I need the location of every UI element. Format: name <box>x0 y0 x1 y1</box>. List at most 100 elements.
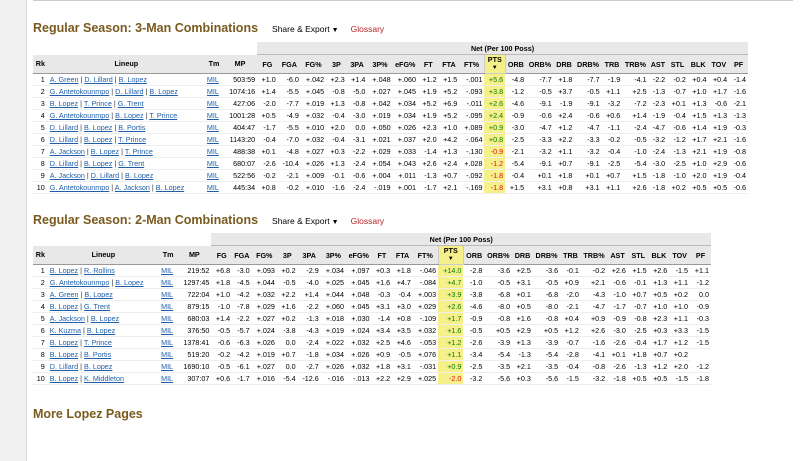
column-header-rk[interactable]: Rk <box>33 54 48 74</box>
team-link[interactable]: MIL <box>204 109 224 122</box>
player-link[interactable]: R. Rollins <box>84 266 115 275</box>
column-header-pts[interactable]: PTS ▼ <box>437 245 464 265</box>
column-header-fg[interactable]: FG <box>257 54 278 74</box>
column-header-fg-[interactable]: FG% <box>251 245 277 265</box>
player-link[interactable]: B. Lopez <box>118 75 148 84</box>
column-header-fg[interactable]: FG <box>211 245 233 265</box>
team-link[interactable]: MIL <box>204 85 224 98</box>
player-link[interactable]: T. Prince <box>83 338 112 347</box>
player-link[interactable]: T. Prince <box>118 135 147 144</box>
player-link[interactable]: A. Jackson <box>49 314 85 323</box>
player-link[interactable]: B. Lopez <box>115 278 144 287</box>
column-header-mp[interactable]: MP <box>223 54 258 74</box>
player-link[interactable]: B. Lopez <box>49 374 79 383</box>
player-link[interactable]: T. Prince <box>124 147 153 156</box>
player-link[interactable]: B. Lopez <box>115 111 144 120</box>
column-header-orb-[interactable]: ORB% <box>526 54 554 74</box>
column-header-mp[interactable]: MP <box>177 245 212 265</box>
team-link[interactable]: MIL <box>159 348 178 361</box>
player-link[interactable]: B. Lopez <box>125 171 154 180</box>
player-link[interactable]: B. Lopez <box>90 147 120 156</box>
player-link[interactable]: B. Lopez <box>84 362 113 371</box>
team-link[interactable]: MIL <box>204 121 224 134</box>
team-link[interactable]: MIL <box>159 276 178 289</box>
column-header-blk[interactable]: BLK <box>687 54 709 74</box>
player-link[interactable]: B. Portis <box>118 123 146 132</box>
player-link[interactable]: D. Lillard <box>49 362 79 371</box>
player-link[interactable]: B. Lopez <box>49 338 79 347</box>
player-link[interactable]: G. Trent <box>117 99 144 108</box>
column-header-trb[interactable]: TRB <box>560 245 581 265</box>
player-link[interactable]: D. Lillard <box>90 171 120 180</box>
team-link[interactable]: MIL <box>159 324 178 337</box>
column-header-3pa[interactable]: 3PA <box>297 245 321 265</box>
column-header-trb-[interactable]: TRB% <box>622 54 649 74</box>
player-link[interactable]: D. Lillard <box>49 123 79 132</box>
player-link[interactable]: B. Lopez <box>49 302 79 311</box>
player-link[interactable]: B. Lopez <box>49 99 79 108</box>
player-link[interactable]: G. Trent <box>118 159 145 168</box>
team-link[interactable]: MIL <box>204 169 224 182</box>
column-header-ft-[interactable]: FT% <box>412 245 439 265</box>
column-header-ast[interactable]: AST <box>648 54 668 74</box>
team-link[interactable]: MIL <box>159 300 178 313</box>
player-link[interactable]: B. Lopez <box>49 350 79 359</box>
column-header-fta[interactable]: FTA <box>438 54 460 74</box>
column-header-blk[interactable]: BLK <box>648 245 670 265</box>
column-header-drb[interactable]: DRB <box>512 245 533 265</box>
column-header-pts[interactable]: PTS ▼ <box>483 54 506 74</box>
team-link[interactable]: MIL <box>204 157 224 170</box>
player-link[interactable]: D. Lillard <box>84 75 113 84</box>
column-header-tov[interactable]: TOV <box>669 245 690 265</box>
glossary-link[interactable]: Glossary <box>350 216 385 226</box>
column-header-lineup[interactable]: Lineup <box>47 245 160 265</box>
share-export-menu[interactable]: Share & Export ▼ <box>272 216 339 226</box>
team-link[interactable]: MIL <box>159 360 178 373</box>
player-link[interactable]: B. Lopez <box>84 123 113 132</box>
team-link[interactable]: MIL <box>204 181 224 194</box>
player-link[interactable]: A. Green <box>49 290 79 299</box>
team-link[interactable]: MIL <box>159 372 178 385</box>
column-header-drb[interactable]: DRB <box>553 54 575 74</box>
player-link[interactable]: G. Antetokounmpo <box>49 183 110 192</box>
column-header-orb[interactable]: ORB <box>463 245 485 265</box>
team-link[interactable]: MIL <box>204 133 224 146</box>
column-header-fg-[interactable]: FG% <box>300 54 327 74</box>
team-link[interactable]: MIL <box>204 97 224 110</box>
team-link[interactable]: MIL <box>159 264 178 277</box>
player-link[interactable]: D. Lillard <box>49 159 79 168</box>
glossary-link[interactable]: Glossary <box>350 24 385 34</box>
column-header-pf[interactable]: PF <box>729 54 748 74</box>
column-header-orb[interactable]: ORB <box>505 54 527 74</box>
column-header-ft[interactable]: FT <box>417 54 439 74</box>
column-header-tm[interactable]: Tm <box>204 54 224 74</box>
player-link[interactable]: G. Antetokounmpo <box>49 278 110 287</box>
column-header-fta[interactable]: FTA <box>392 245 413 265</box>
column-header-3p-[interactable]: 3P% <box>367 54 393 74</box>
column-header-lineup[interactable]: Lineup <box>47 54 205 74</box>
column-header-efg-[interactable]: eFG% <box>392 54 418 74</box>
column-header-fga[interactable]: FGA <box>277 54 301 74</box>
column-header-tov[interactable]: TOV <box>708 54 730 74</box>
player-link[interactable]: D. Lillard <box>49 135 79 144</box>
player-link[interactable]: A. Green <box>49 75 79 84</box>
player-link[interactable]: K. Kuzma <box>49 326 81 335</box>
player-link[interactable]: B. Lopez <box>84 159 113 168</box>
column-header-trb-[interactable]: TRB% <box>580 245 608 265</box>
share-export-menu[interactable]: Share & Export ▼ <box>272 24 339 34</box>
player-link[interactable]: A. Jackson <box>114 183 150 192</box>
team-link[interactable]: MIL <box>159 312 178 325</box>
column-header-stl[interactable]: STL <box>627 245 649 265</box>
column-header-drb-[interactable]: DRB% <box>532 245 561 265</box>
column-header-tm[interactable]: Tm <box>159 245 178 265</box>
column-header-3pa[interactable]: 3PA <box>346 54 368 74</box>
team-link[interactable]: MIL <box>159 336 178 349</box>
team-link[interactable]: MIL <box>159 288 178 301</box>
column-header-rk[interactable]: Rk <box>33 245 48 265</box>
player-link[interactable]: B. Lopez <box>149 87 178 96</box>
column-header-ast[interactable]: AST <box>607 245 628 265</box>
player-link[interactable]: B. Lopez <box>86 326 116 335</box>
column-header-efg-[interactable]: eFG% <box>346 245 372 265</box>
player-link[interactable]: T. Prince <box>149 111 178 120</box>
column-header-stl[interactable]: STL <box>667 54 688 74</box>
